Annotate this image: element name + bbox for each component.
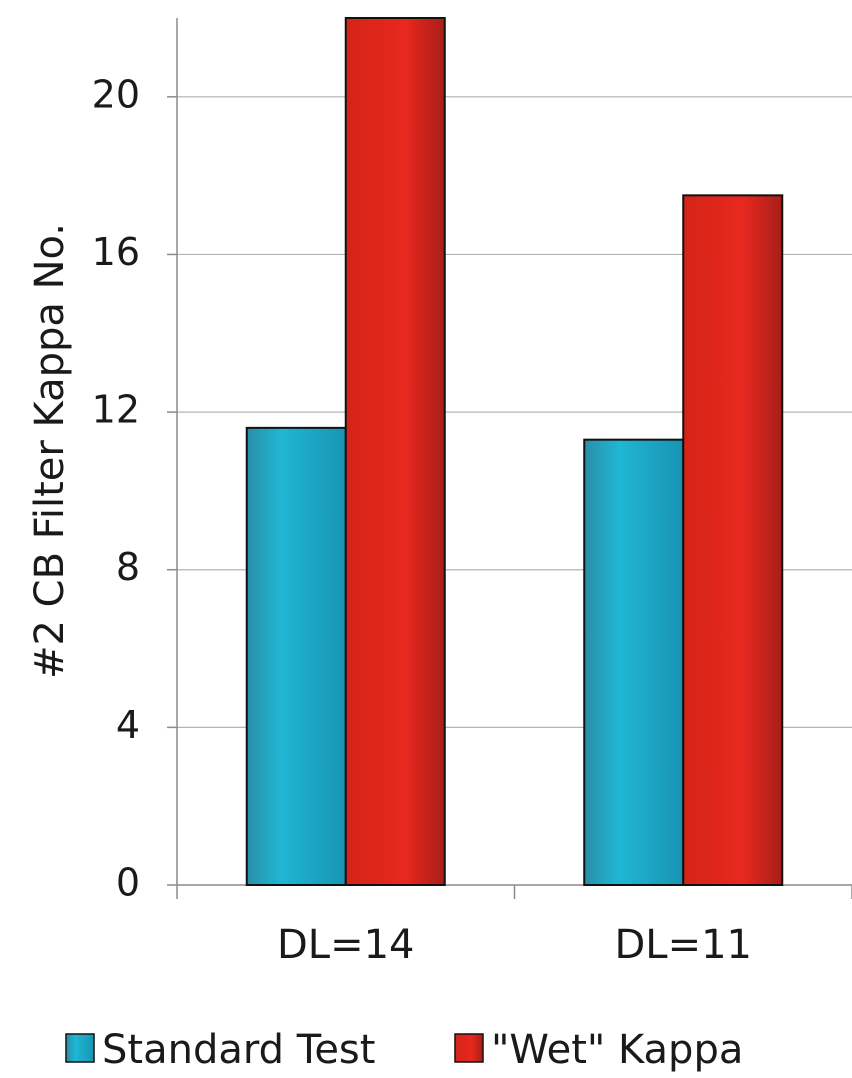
y-tick-label: 8 bbox=[116, 545, 140, 589]
bar-wet-kappa-1 bbox=[344, 17, 446, 886]
y-axis-title: #2 CB Filter Kappa No. bbox=[27, 223, 73, 679]
y-tick-label: 12 bbox=[92, 388, 140, 432]
bars bbox=[245, 17, 784, 887]
y-tick-label: 4 bbox=[116, 703, 140, 747]
y-tick-label: 0 bbox=[116, 861, 140, 905]
bar-standard-test-1 bbox=[245, 426, 347, 886]
legend-label-standard-test: Standard Test bbox=[102, 1027, 375, 1073]
legend-swatch-standard-test bbox=[65, 1033, 95, 1063]
legend-label-wet-kappa: "Wet" Kappa bbox=[491, 1027, 743, 1073]
x-category-label: DL=14 bbox=[277, 922, 415, 968]
y-tick-label: 16 bbox=[92, 230, 140, 274]
legend: Standard Test "Wet" Kappa bbox=[65, 1027, 743, 1073]
x-category-label: DL=11 bbox=[615, 922, 753, 968]
bar-wet-kappa-2 bbox=[682, 194, 784, 887]
y-axis-ticks: 0 4 8 12 16 20 bbox=[92, 72, 177, 905]
bar-standard-test-2 bbox=[583, 438, 685, 886]
legend-swatch-wet-kappa bbox=[454, 1033, 484, 1063]
category-labels: DL=14 DL=11 bbox=[277, 922, 752, 968]
y-tick-label: 20 bbox=[92, 72, 140, 116]
x-axis-ticks bbox=[176, 885, 852, 899]
